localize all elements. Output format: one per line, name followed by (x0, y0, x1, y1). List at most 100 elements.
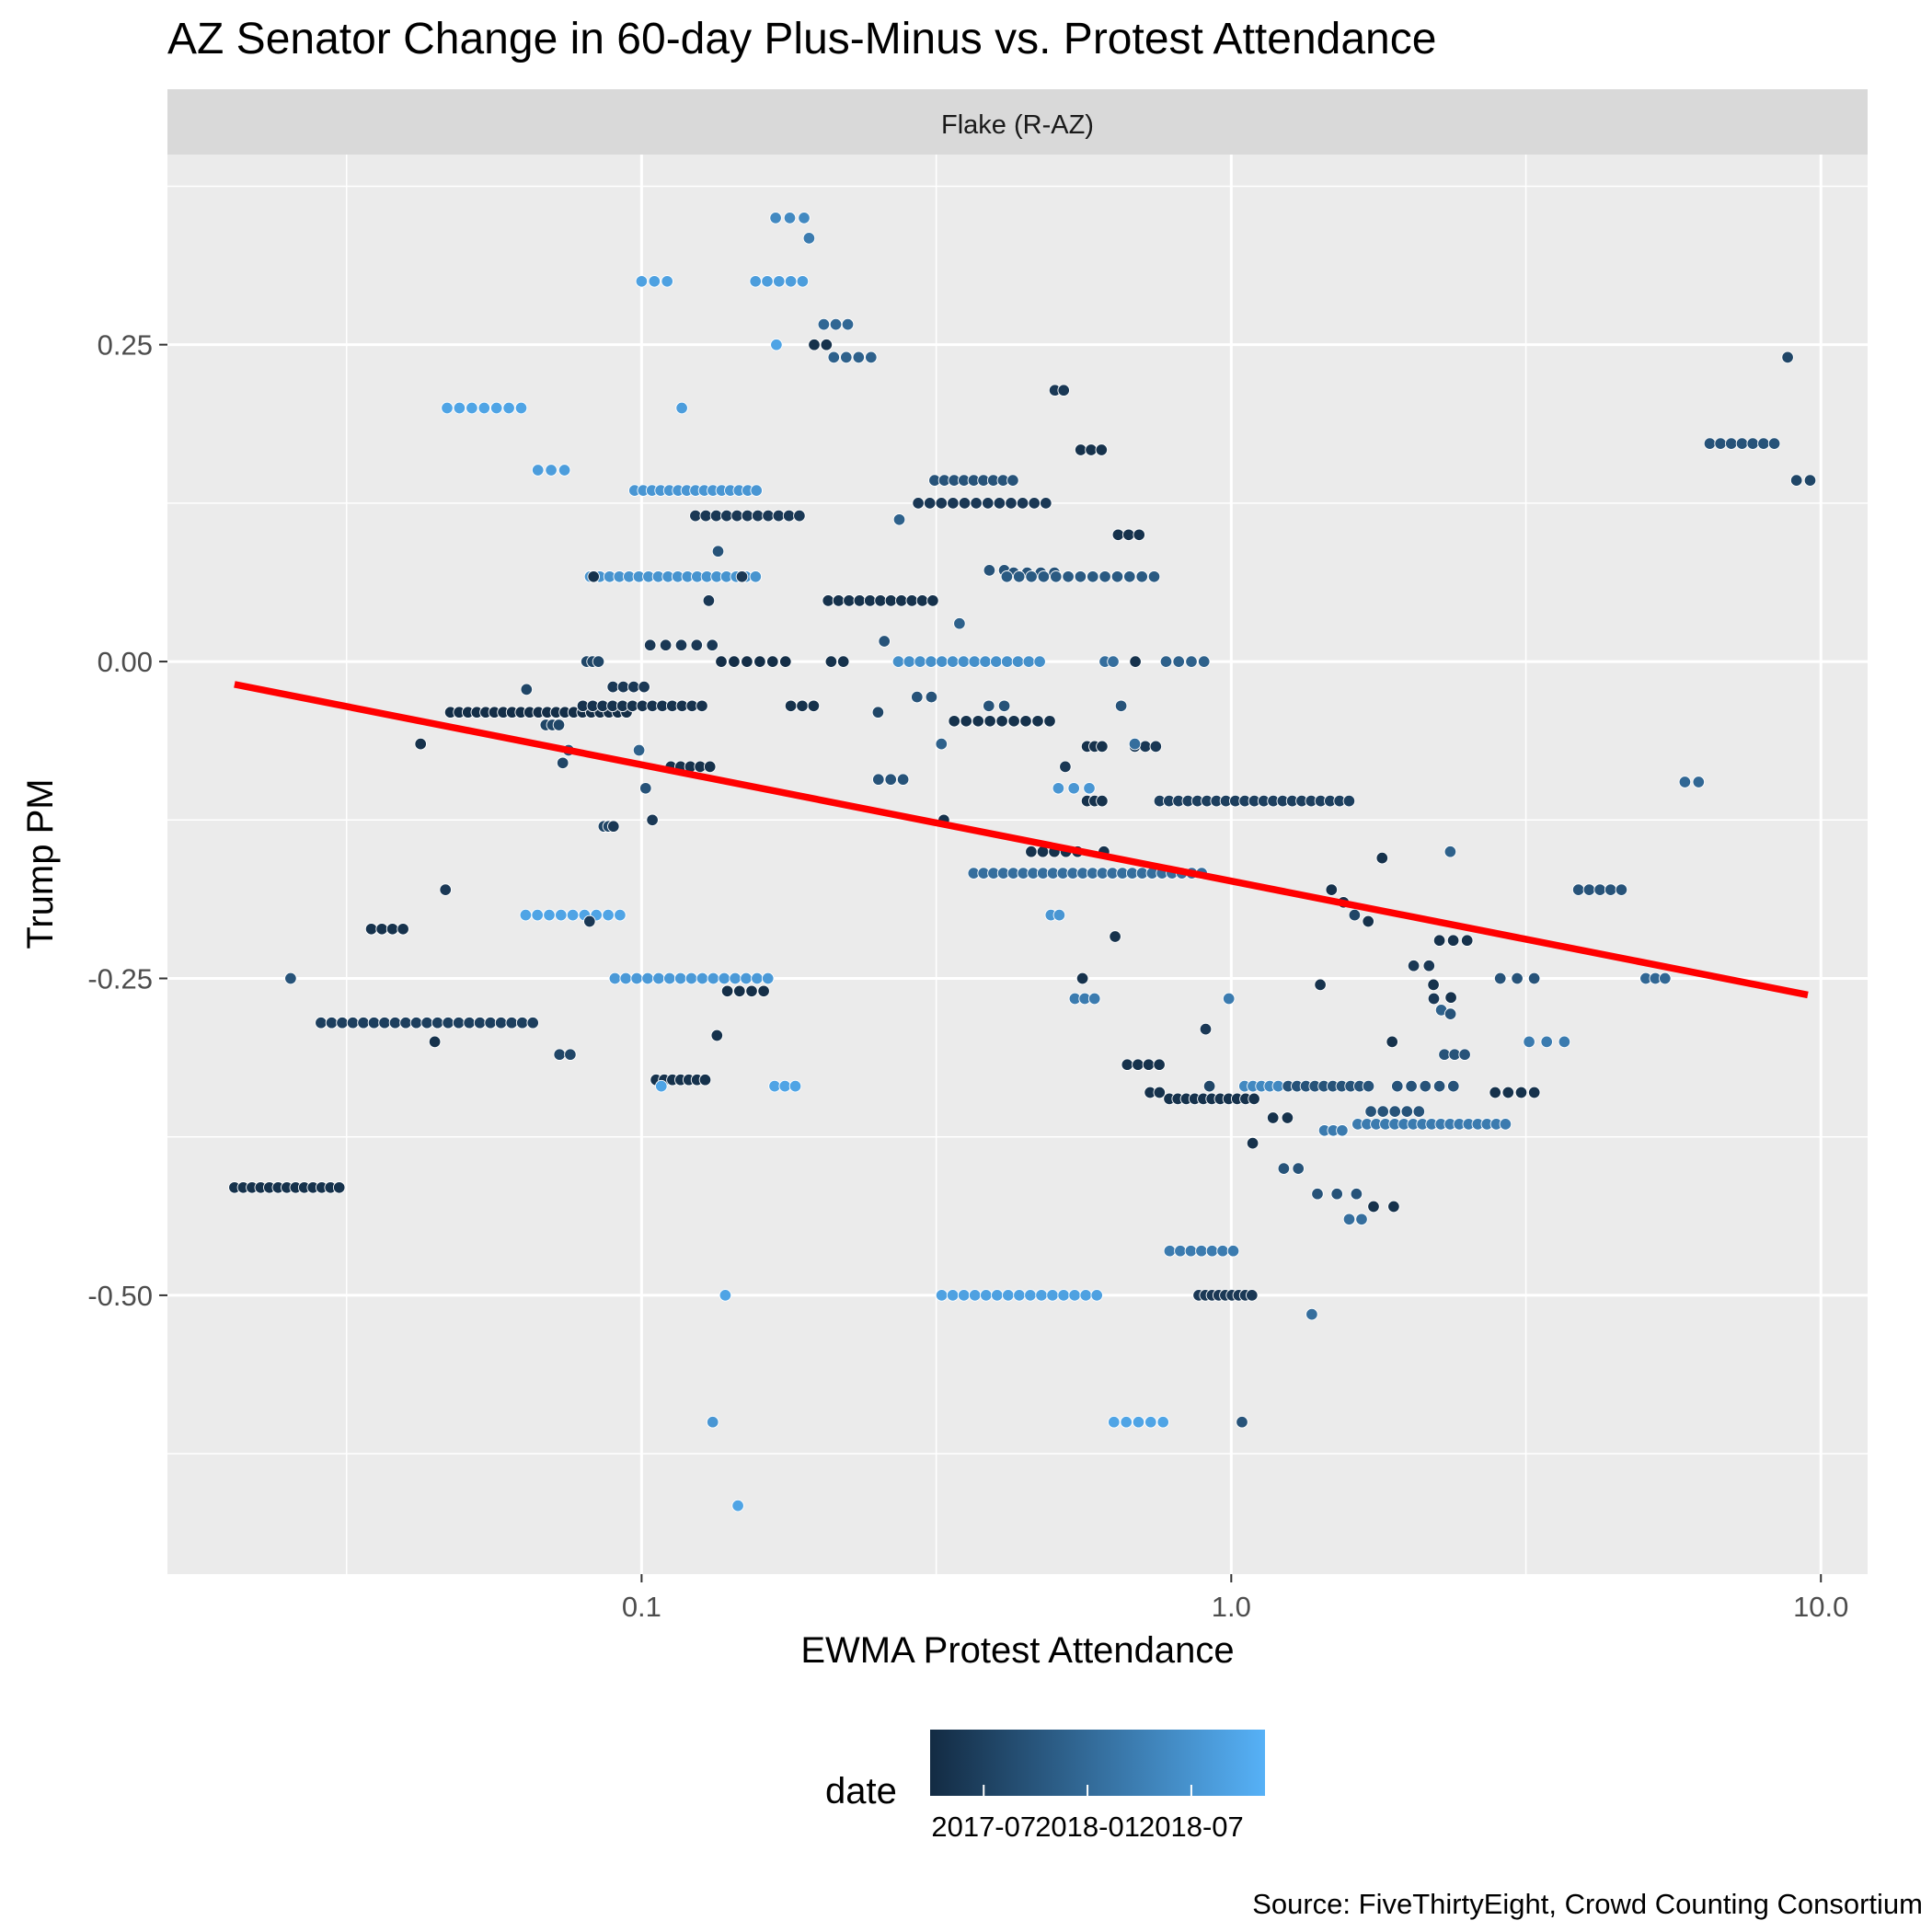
data-point (1090, 1289, 1103, 1302)
data-point (968, 1289, 982, 1302)
data-point (788, 1079, 802, 1093)
data-point (1342, 794, 1356, 808)
data-point (1311, 1187, 1324, 1201)
data-point (388, 1016, 402, 1029)
legend-ticks: 2017-07 2018-01 2018-07 (931, 1785, 1244, 1843)
legend-tick-label: 2018-01 (1035, 1811, 1140, 1843)
data-point (1129, 655, 1142, 668)
x-axis-title: EWMA Protest Attendance (800, 1630, 1234, 1671)
data-point (1376, 1105, 1389, 1118)
data-point (793, 509, 806, 523)
data-point (983, 715, 996, 728)
data-point (1000, 570, 1014, 583)
data-point (1085, 443, 1098, 456)
data-point (1149, 740, 1163, 753)
data-point (1236, 1415, 1248, 1429)
data-point (284, 972, 297, 985)
data-point (1447, 1079, 1460, 1093)
data-point (711, 545, 725, 558)
data-point (606, 680, 619, 694)
data-point (502, 401, 515, 415)
data-point (1095, 443, 1109, 456)
data-point (1079, 1289, 1092, 1302)
data-point (1375, 851, 1389, 865)
data-point (632, 743, 646, 757)
data-point (696, 699, 708, 713)
data-point (367, 1016, 381, 1029)
data-point (911, 690, 924, 704)
data-point (735, 570, 749, 583)
data-point (766, 655, 779, 668)
data-point (1386, 1035, 1398, 1049)
data-point (770, 338, 783, 351)
data-point (820, 338, 834, 351)
data-point (1174, 1244, 1187, 1258)
data-point (1615, 883, 1628, 896)
data-point (652, 972, 665, 985)
data-point (1123, 570, 1136, 583)
data-point (853, 594, 867, 607)
data-point (749, 570, 763, 583)
data-point (1419, 1079, 1432, 1093)
data-point (1050, 570, 1063, 583)
data-point (346, 1016, 360, 1029)
data-point (751, 509, 765, 523)
data-point (1114, 699, 1128, 713)
data-point (715, 655, 728, 668)
y-tick-label: 0.00 (98, 646, 153, 678)
data-point (648, 275, 661, 288)
data-point (720, 509, 733, 523)
data-point (1305, 1307, 1318, 1321)
data-point (1692, 776, 1706, 788)
data-point (1046, 1289, 1059, 1302)
data-point (832, 594, 845, 607)
data-point (1013, 1289, 1026, 1302)
data-point (441, 401, 454, 415)
facet-label: Flake (R-AZ) (941, 110, 1094, 140)
data-point (1246, 1136, 1259, 1150)
data-point (619, 972, 632, 985)
data-point (552, 719, 566, 731)
data-point (1266, 1111, 1280, 1124)
data-point (1432, 1079, 1446, 1093)
data-point (782, 509, 796, 523)
data-point (505, 1016, 518, 1029)
data-point (923, 497, 937, 510)
data-point (1355, 1213, 1368, 1226)
data-point (514, 401, 528, 415)
data-point (1362, 1079, 1375, 1093)
data-point (1367, 1200, 1380, 1213)
data-point (515, 1016, 529, 1029)
data-point (1011, 655, 1025, 668)
data-point (1458, 1048, 1471, 1061)
data-point (707, 972, 720, 985)
data-point (1248, 1092, 1260, 1106)
data-point (639, 782, 652, 795)
data-point (1443, 1007, 1457, 1020)
data-point (1163, 1244, 1177, 1258)
data-point (1443, 845, 1457, 858)
data-point (874, 594, 887, 607)
trend-line (234, 681, 1809, 999)
data-point (1012, 570, 1026, 583)
data-point (555, 908, 568, 922)
data-point (1222, 992, 1236, 1006)
data-point (1362, 914, 1374, 928)
data-point (690, 638, 704, 651)
data-point (1033, 655, 1046, 668)
data-point (1139, 740, 1152, 753)
data-point (463, 1016, 476, 1029)
data-point (1083, 782, 1096, 795)
data-point (1511, 972, 1524, 985)
data-point (397, 923, 409, 936)
data-point (1523, 1035, 1535, 1049)
chart-title: AZ Senator Change in 60-day Plus-Minus v… (167, 15, 1436, 63)
grid-minor (167, 155, 1868, 1574)
data-point (993, 497, 1006, 510)
data-point (643, 638, 657, 651)
data-point (979, 655, 992, 668)
data-point (1427, 978, 1440, 992)
data-point (706, 638, 719, 651)
x-tick-label: 0.1 (622, 1591, 661, 1623)
data-point (635, 275, 649, 288)
